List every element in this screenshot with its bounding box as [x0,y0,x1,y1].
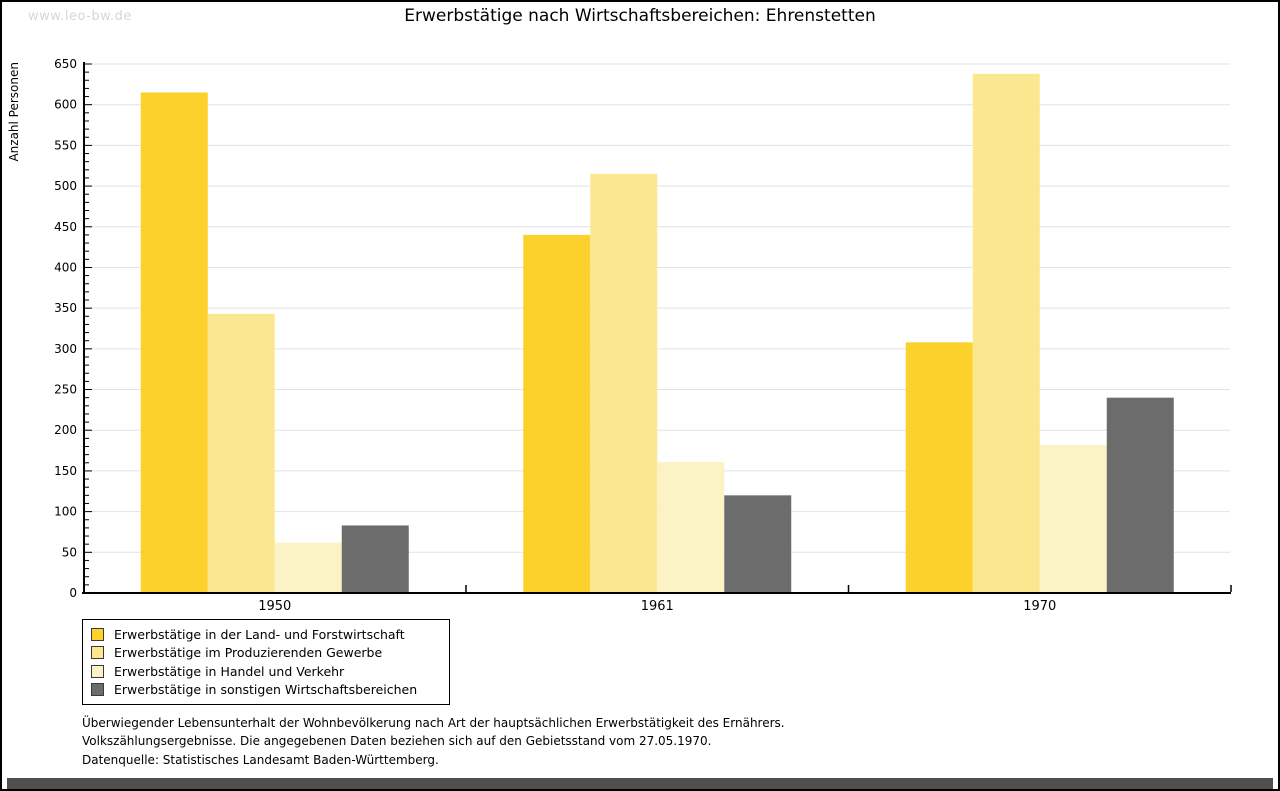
legend-label: Erwerbstätige in der Land- und Forstwirt… [114,626,405,642]
data-source-note: Datenquelle: Statistisches Landesamt Bad… [82,753,439,767]
legend-swatch-icon [91,646,104,660]
y-axis-line [83,62,85,594]
window-bottom-edge [7,778,1273,789]
y-tick-label: 650 [54,57,77,71]
bar [590,173,658,593]
x-axis-line [82,592,1231,594]
legend-item: Erwerbstätige in der Land- und Forstwirt… [91,625,441,644]
bar [972,73,1040,593]
bar-chart-plot: 1950 1961 1970 0 50 100 150 200 250 300 350 400 450 5… [54,57,1232,614]
legend-swatch-icon [91,664,104,678]
bar [341,525,409,593]
footnote-line-1: Überwiegender Lebensunterhalt der Wohnbe… [82,716,785,730]
legend-label: Erwerbstätige in Handel und Verkehr [114,663,345,679]
legend-swatch-icon [91,627,104,641]
x-tick-label: 1961 [641,599,674,614]
bar [1106,397,1174,593]
watermark: www.leo-bw.de [28,9,132,24]
bar [523,234,591,593]
y-tick-label: 600 [54,98,77,112]
y-tick-label: 250 [54,383,77,397]
bar [274,542,342,593]
y-tick-label: 200 [54,423,77,437]
bar [657,461,725,593]
footnote-line-2: Volkszählungsergebnisse. Die angegebenen… [82,734,712,748]
y-tick-label: 550 [54,138,77,152]
y-tick-label: 300 [54,342,77,356]
bar [207,313,275,593]
bar [724,495,792,593]
y-tick-label: 100 [54,505,77,519]
bar [1039,444,1107,593]
legend-item: Erwerbstätige in sonstigen Wirtschaftsbe… [91,681,441,700]
bar [140,92,208,593]
y-tick-label: 500 [54,179,77,193]
y-tick-label: 450 [54,220,77,234]
x-tick-label: 1970 [1023,599,1056,614]
y-tick-label: 350 [54,301,77,315]
chart-legend: Erwerbstätige in der Land- und Forstwirt… [82,619,450,705]
legend-label: Erwerbstätige in sonstigen Wirtschaftsbe… [114,682,418,698]
y-tick-label: 0 [69,586,77,600]
bar [905,342,973,593]
chart-title: Erwerbstätige nach Wirtschaftsbereichen:… [404,6,876,26]
footnote: Überwiegender Lebensunterhalt der Wohnbe… [82,714,785,750]
legend-item: Erwerbstätige im Produzierenden Gewerbe [91,644,441,663]
legend-item: Erwerbstätige in Handel und Verkehr [91,662,441,681]
legend-label: Erwerbstätige im Produzierenden Gewerbe [114,645,383,661]
legend-swatch-icon [91,683,104,697]
y-tick-label: 400 [54,260,77,274]
y-tick-label: 150 [54,464,77,478]
y-tick-label: 50 [62,545,77,559]
x-tick-label: 1950 [258,599,291,614]
